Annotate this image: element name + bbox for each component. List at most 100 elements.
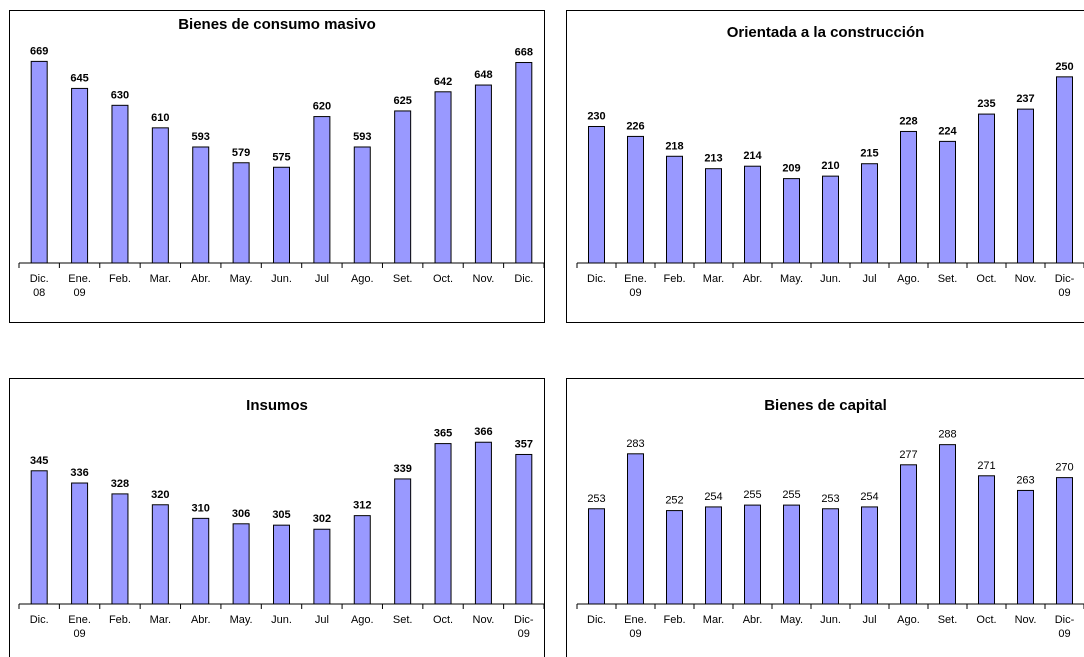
data-label: 305	[272, 509, 290, 521]
x-tick-label: Mar.	[150, 273, 171, 285]
x-tick-label: 09	[1058, 628, 1070, 640]
x-tick-label: Jun.	[820, 614, 841, 626]
bar-insumos-0	[30, 470, 48, 605]
x-tick-label: Dic-	[1055, 614, 1075, 626]
data-label: 620	[313, 101, 331, 113]
bar-construccion-3	[705, 168, 722, 264]
data-label: 320	[151, 489, 169, 501]
data-label: 283	[626, 438, 644, 450]
bar-insumos-1	[71, 482, 89, 605]
x-tick-label: Nov.	[1015, 614, 1037, 626]
data-label: 235	[977, 98, 995, 110]
bar-insumos-7	[313, 528, 331, 605]
data-label: 214	[743, 150, 762, 162]
x-tick-label: Abr.	[191, 614, 211, 626]
bar-construccion-4	[744, 165, 761, 264]
x-tick-label: Oct.	[976, 273, 996, 285]
chart-insumos: Insumos 345 Dic. 336 Ene. 09 328 Feb. 320 Mar. 310…	[18, 397, 544, 640]
x-tick-label: Set.	[938, 273, 958, 285]
data-label: 253	[587, 493, 605, 505]
data-label: 630	[111, 89, 129, 101]
data-label: 310	[192, 502, 210, 514]
data-label: 579	[232, 147, 250, 159]
data-label: 218	[665, 140, 683, 152]
bar-consumo-3	[151, 127, 169, 264]
data-label: 226	[626, 120, 644, 132]
bar-consumo-8	[353, 146, 371, 264]
chart-panel-capital: Bienes de capital 253 Dic. 283 Ene. 09 252 Feb.…	[566, 378, 1084, 657]
x-tick-label: Jun.	[820, 273, 841, 285]
data-label: 254	[704, 491, 722, 503]
bar-capital-4	[744, 504, 761, 605]
data-label: 252	[665, 495, 683, 507]
x-tick-label: Nov.	[473, 614, 495, 626]
x-tick-label: Jul	[862, 614, 876, 626]
x-tick-label: Dic.	[587, 273, 606, 285]
x-tick-label: Ago.	[351, 614, 374, 626]
data-label: 642	[434, 76, 452, 88]
x-tick-label: Mar.	[150, 614, 171, 626]
bar-insumos-5	[232, 523, 250, 605]
x-tick-label: Dic.	[30, 614, 49, 626]
x-tick-label: Ago.	[897, 273, 920, 285]
x-tick-label: Ene.	[624, 614, 647, 626]
bar-construccion-1	[627, 135, 644, 264]
bar-capital-3	[705, 506, 722, 605]
data-label: 288	[938, 429, 956, 441]
x-tick-label: Oct.	[433, 273, 453, 285]
x-tick-label: Dic-	[514, 614, 534, 626]
x-tick-label: 09	[1058, 287, 1070, 299]
chart-panel-consumo: Bienes de consumo masivo 669 Dic. 08 645 Ene.…	[9, 10, 545, 323]
bar-consumo-1	[71, 87, 89, 264]
bar-capital-9	[939, 444, 956, 605]
x-tick-label: Feb.	[109, 273, 131, 285]
bar-capital-6	[822, 508, 839, 605]
data-label: 575	[272, 151, 290, 163]
data-label: 339	[393, 463, 411, 475]
x-tick-label: May.	[780, 273, 803, 285]
x-tick-label: Nov.	[473, 273, 495, 285]
x-tick-label: Set.	[938, 614, 958, 626]
data-label: 228	[899, 115, 917, 127]
x-tick-label: Jul	[315, 273, 329, 285]
bar-capital-7	[861, 506, 878, 605]
x-tick-label: 09	[518, 628, 530, 640]
x-tick-label: Set.	[393, 614, 413, 626]
data-label: 230	[587, 110, 605, 122]
data-label: 255	[782, 489, 800, 501]
x-tick-label: Nov.	[1015, 273, 1037, 285]
data-label: 645	[70, 72, 88, 84]
data-label: 270	[1055, 462, 1073, 474]
x-tick-label: Feb.	[663, 614, 685, 626]
bar-consumo-4	[192, 146, 210, 264]
x-tick-label: Jul	[315, 614, 329, 626]
x-tick-label: Ene.	[68, 273, 91, 285]
data-label: 306	[232, 508, 250, 520]
bar-construccion-11	[1017, 108, 1034, 264]
data-label: 366	[474, 426, 492, 438]
bar-insumos-9	[394, 478, 412, 605]
data-label: 237	[1016, 93, 1034, 105]
bar-consumo-7	[313, 116, 331, 264]
bar-consumo-11	[474, 84, 492, 264]
bar-construccion-6	[822, 175, 839, 264]
bar-capital-8	[900, 464, 917, 605]
x-tick-label: 08	[33, 287, 45, 299]
chart-consumo: Bienes de consumo masivo 669 Dic. 08 645 Ene.…	[18, 16, 544, 299]
x-tick-label: Mar.	[703, 273, 724, 285]
data-label: 215	[860, 148, 878, 160]
x-tick-label: Dic.	[587, 614, 606, 626]
chart-capital: Bienes de capital 253 Dic. 283 Ene. 09 252 Feb.…	[576, 397, 1084, 640]
data-label: 263	[1016, 474, 1034, 486]
data-label: 593	[353, 131, 371, 143]
data-label: 210	[821, 160, 839, 172]
bar-capital-10	[978, 475, 995, 605]
bar-consumo-5	[232, 162, 250, 264]
data-label: 336	[70, 467, 88, 479]
bar-consumo-9	[394, 110, 412, 264]
bar-insumos-8	[353, 515, 371, 605]
data-label: 213	[704, 153, 722, 165]
chart-title-insumos: Insumos	[246, 397, 308, 414]
data-label: 224	[938, 125, 957, 137]
bar-construccion-8	[900, 130, 917, 264]
